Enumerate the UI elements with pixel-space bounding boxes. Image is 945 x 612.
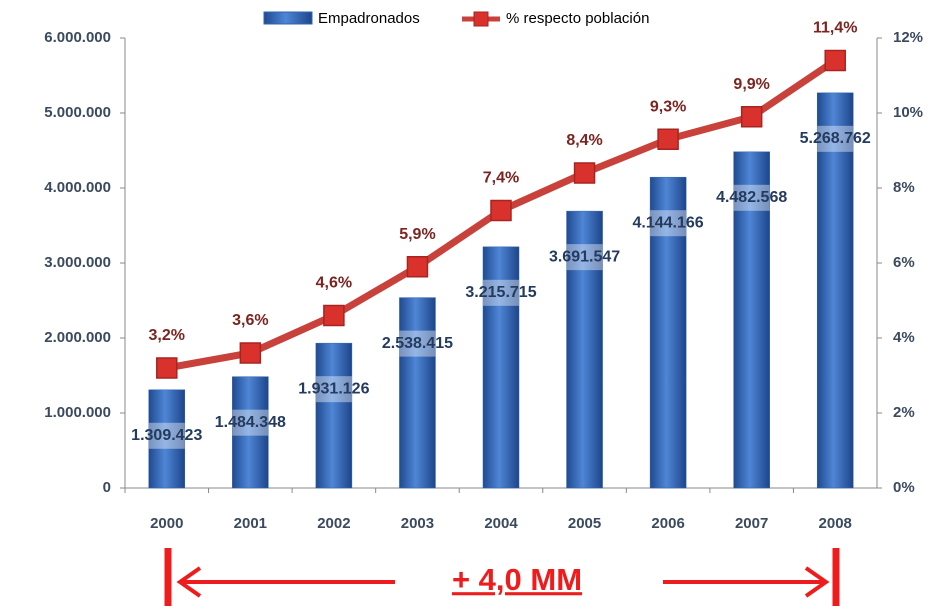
legend-swatch	[473, 11, 489, 27]
legend-label: % respecto población	[506, 10, 649, 27]
y2-tick-label: 2%	[893, 404, 915, 421]
y-tick-label: 5.000.000	[44, 104, 111, 121]
label-bg	[650, 210, 687, 237]
x-tick-label: 2003	[401, 515, 434, 532]
line-value-label: 9,9%	[733, 76, 769, 93]
bar	[232, 376, 269, 489]
bar-value-label: 1.931.126	[298, 380, 369, 397]
bar-value-label: 2.538.415	[382, 335, 453, 352]
bar	[649, 176, 687, 489]
marker	[657, 128, 679, 150]
bar	[315, 342, 353, 489]
label-bg	[232, 409, 269, 436]
bar-value-label: 5.268.762	[800, 130, 871, 147]
bar-value-label: 1.484.348	[215, 414, 286, 431]
marker	[406, 256, 429, 278]
line-value-label: 5,9%	[399, 226, 435, 243]
legend-label: Empadronados	[318, 10, 420, 27]
line-value-label: 11,4%	[813, 20, 857, 37]
legend-swatch	[263, 11, 313, 25]
marker	[239, 342, 262, 364]
bar-value-label: 3.215.715	[465, 284, 536, 301]
label-bg	[566, 244, 603, 271]
y-tick-label: 4.000.000	[44, 179, 111, 196]
marker	[573, 162, 596, 184]
line-value-label: 3,6%	[232, 312, 268, 329]
marker	[156, 357, 178, 379]
y2-tick-label: 4%	[893, 329, 915, 346]
bar	[148, 389, 186, 489]
bar-value-label: 4.482.568	[716, 189, 787, 206]
x-tick-label: 2006	[651, 515, 684, 532]
bar	[733, 151, 770, 489]
y2-tick-label: 0%	[893, 479, 915, 496]
bar-value-label: 4.144.166	[633, 214, 704, 231]
y-tick-label: 3.000.000	[44, 254, 111, 271]
x-tick-label: 2000	[150, 515, 183, 532]
y-tick-label: 1.000.000	[44, 404, 111, 421]
y-tick-label: 2.000.000	[44, 329, 111, 346]
bar-value-label: 1.309.423	[131, 427, 202, 444]
line-value-label: 9,3%	[650, 98, 686, 115]
label-bg	[148, 422, 185, 449]
line-value-label: 4,6%	[316, 275, 352, 292]
bar	[482, 246, 520, 489]
x-tick-label: 2008	[819, 515, 852, 532]
label-bg	[733, 184, 770, 211]
line-value-label: 3,2%	[149, 327, 185, 344]
marker	[323, 304, 345, 327]
x-tick-label: 2007	[735, 515, 768, 532]
line-value-label: 8,4%	[566, 132, 602, 149]
x-tick-label: 2002	[317, 515, 350, 532]
annotation: + 4,0 MM	[452, 562, 582, 597]
bar-value-label: 3.691.547	[549, 248, 620, 265]
x-tick-label: 2001	[234, 515, 267, 532]
annotation-arrows	[164, 548, 840, 606]
y2-tick-label: 10%	[893, 104, 923, 121]
label-bg	[483, 279, 519, 306]
y-tick-label: 6.000.000	[44, 29, 111, 46]
x-tick-label: 2004	[484, 515, 518, 532]
marker	[490, 199, 512, 222]
line-value-label: 7,4%	[483, 170, 519, 187]
label-bg	[399, 330, 436, 357]
y2-tick-label: 12%	[893, 29, 923, 46]
y-tick-label: 0	[103, 479, 111, 496]
marker	[740, 106, 763, 128]
bar	[399, 297, 436, 489]
bar	[816, 92, 854, 489]
y2-tick-label: 6%	[893, 254, 915, 271]
label-bg	[315, 376, 352, 403]
marker	[824, 49, 846, 72]
x-tick-label: 2005	[568, 515, 601, 532]
bar	[566, 210, 603, 489]
y2-tick-label: 8%	[893, 179, 915, 196]
label-bg	[817, 125, 854, 152]
